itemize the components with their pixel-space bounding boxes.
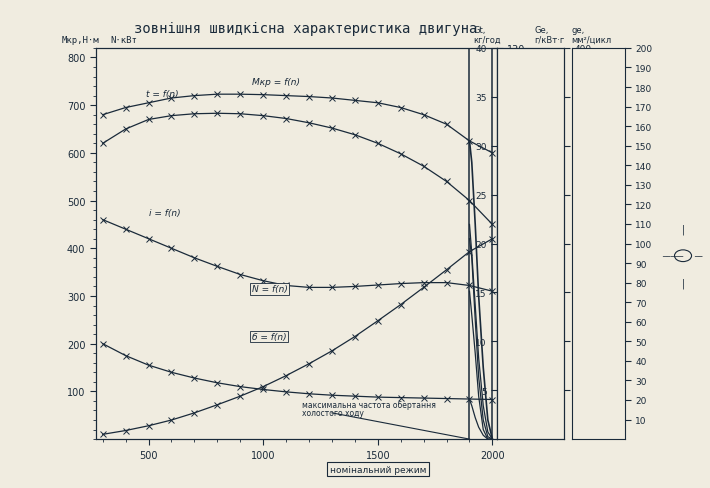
- Text: Мкр = f(n): Мкр = f(n): [252, 78, 300, 86]
- Text: холостого ходу: холостого ходу: [302, 408, 364, 417]
- Text: t = f(n): t = f(n): [146, 89, 179, 99]
- Text: б = f(n): б = f(n): [252, 332, 286, 341]
- Text: Мкр,Н·м: Мкр,Н·м: [62, 36, 99, 45]
- Text: |: |: [682, 278, 684, 288]
- Text: максимальна частота обертання: максимальна частота обертання: [302, 400, 436, 409]
- Text: N = f(n): N = f(n): [252, 285, 288, 294]
- Text: i = f(n): i = f(n): [148, 208, 180, 218]
- Text: N·кВт: N·кВт: [110, 36, 137, 45]
- Text: |: |: [682, 224, 684, 235]
- Text: номінальний режим: номінальний режим: [329, 465, 426, 473]
- Text: Gt,
кг/год: Gt, кг/год: [474, 25, 501, 45]
- Text: зовнішня швидкісна характеристика двигуна: зовнішня швидкісна характеристика двигун…: [133, 22, 477, 36]
- Text: ge,
мм²/цикл: ge, мм²/цикл: [572, 25, 612, 45]
- Text: Gе,
г/кВт·г: Gе, г/кВт·г: [534, 25, 564, 45]
- Text: ─────: ─────: [662, 253, 683, 259]
- Text: ──: ──: [694, 253, 702, 259]
